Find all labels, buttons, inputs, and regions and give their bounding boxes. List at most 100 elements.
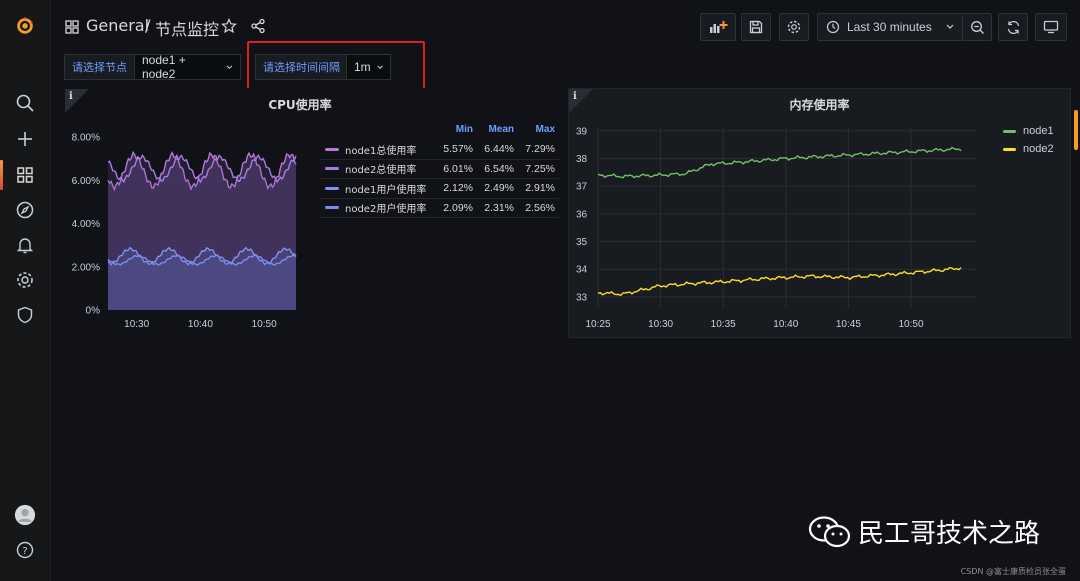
star-icon[interactable] bbox=[221, 18, 237, 38]
watermark-text: 民工哥技术之路 bbox=[858, 519, 1041, 549]
cpu-panel-title[interactable]: CPU使用率 bbox=[268, 98, 332, 112]
add-panel-button[interactable] bbox=[700, 13, 736, 41]
x-tick-label: 10:50 bbox=[252, 319, 277, 330]
legend-series-name: node1用户使用率 bbox=[345, 184, 427, 196]
series-area bbox=[108, 255, 296, 310]
y-tick-label: 37 bbox=[576, 182, 588, 193]
series-line bbox=[597, 266, 962, 297]
refresh-icon bbox=[1007, 20, 1019, 34]
memory-chart[interactable]: 33 34 35 36 37 38 39 10:25 10:30 10:35 10:40 10:45 1… bbox=[568, 120, 988, 335]
legend-min: 5.57% bbox=[443, 143, 473, 156]
save-dashboard-button[interactable] bbox=[741, 13, 771, 41]
dashboards-icon[interactable] bbox=[14, 164, 36, 186]
legend-series-name: node2用户使用率 bbox=[345, 204, 427, 216]
legend-max: 7.25% bbox=[525, 162, 555, 175]
time-range-label: Last 30 minutes bbox=[847, 20, 932, 34]
plus-icon[interactable] bbox=[14, 128, 36, 150]
legend-header-min[interactable]: Min bbox=[455, 124, 473, 135]
legend-mean: 6.44% bbox=[484, 143, 514, 156]
top-navbar: General / 节点监控 Last 30 minutes bbox=[51, 0, 1080, 52]
legend-swatch bbox=[325, 206, 339, 210]
y-tick-label: 36 bbox=[576, 209, 588, 220]
memory-panel-title[interactable]: 内存使用率 bbox=[789, 98, 850, 112]
legend-header: Min Mean Max bbox=[319, 124, 559, 140]
legend-series-name: node2 bbox=[1023, 143, 1054, 155]
node-variable-label: 请选择节点 bbox=[64, 54, 135, 80]
x-tick-label: 10:30 bbox=[648, 319, 673, 330]
legend-header-mean[interactable]: Mean bbox=[488, 124, 514, 135]
zoom-out-icon bbox=[970, 20, 984, 34]
series-area bbox=[108, 155, 296, 310]
dashboard-title[interactable]: 节点监控 bbox=[155, 20, 220, 39]
interval-variable-value: 1m bbox=[354, 60, 371, 74]
y-tick-label: 8.00% bbox=[72, 133, 100, 144]
gear-icon[interactable] bbox=[14, 269, 36, 291]
series-area bbox=[108, 152, 296, 310]
legend-min: 2.12% bbox=[443, 182, 473, 195]
panel-info-corner[interactable] bbox=[569, 89, 593, 113]
x-tick-label: 10:40 bbox=[773, 319, 798, 330]
dashboard-settings-button[interactable] bbox=[779, 13, 809, 41]
legend-row[interactable]: node2总使用率 6.01% 6.54% 7.25% bbox=[319, 160, 559, 179]
series-line bbox=[597, 146, 962, 179]
y-tick-label: 0% bbox=[86, 306, 101, 317]
x-tick-label: 10:40 bbox=[188, 319, 213, 330]
y-tick-label: 4.00% bbox=[72, 219, 100, 230]
interval-variable-select[interactable]: 1m bbox=[346, 54, 391, 80]
memory-legend: node1 node2 bbox=[1003, 122, 1054, 158]
legend-row[interactable]: node1用户使用率 2.12% 2.49% 2.91% bbox=[319, 179, 559, 199]
legend-min: 6.01% bbox=[443, 162, 473, 175]
y-tick-label: 35 bbox=[576, 237, 588, 248]
time-range-picker[interactable]: Last 30 minutes bbox=[817, 13, 963, 41]
legend-min: 2.09% bbox=[443, 201, 473, 214]
legend-row[interactable]: node1 bbox=[1003, 122, 1054, 140]
settings-gear-icon bbox=[787, 20, 801, 34]
zoom-out-button[interactable] bbox=[962, 13, 992, 41]
search-icon[interactable] bbox=[14, 92, 36, 114]
legend-swatch bbox=[1003, 147, 1016, 151]
y-tick-label: 33 bbox=[576, 292, 588, 303]
legend-mean: 6.54% bbox=[484, 162, 514, 175]
panel-info-corner[interactable] bbox=[65, 89, 89, 113]
breadcrumb-folder[interactable]: General bbox=[86, 16, 150, 35]
shield-icon[interactable] bbox=[14, 304, 36, 326]
svg-text:?: ? bbox=[22, 546, 27, 557]
legend-swatch bbox=[325, 186, 339, 190]
x-tick-label: 10:25 bbox=[585, 319, 610, 330]
y-tick-label: 2.00% bbox=[72, 262, 100, 273]
interval-variable-label: 请选择时间间隔 bbox=[255, 54, 348, 80]
legend-series-name: node1 bbox=[1023, 125, 1054, 137]
legend-row[interactable]: node2 bbox=[1003, 140, 1054, 158]
info-icon[interactable]: i bbox=[69, 91, 73, 102]
highlight-annotation bbox=[247, 41, 425, 91]
legend-row[interactable]: node2用户使用率 2.09% 2.31% 2.56% bbox=[319, 199, 559, 218]
grafana-logo-icon[interactable] bbox=[14, 14, 36, 36]
node-variable-select[interactable]: node1 + node2 bbox=[134, 53, 241, 81]
watermark: 民工哥技术之路 bbox=[808, 513, 1040, 550]
cpu-panel[interactable]: i CPU使用率 bbox=[64, 88, 559, 338]
sidebar: ? bbox=[0, 0, 51, 581]
memory-panel[interactable]: i 内存使用率 bbox=[568, 88, 1071, 338]
active-indicator bbox=[0, 160, 3, 190]
avatar-icon[interactable] bbox=[14, 504, 36, 526]
help-icon[interactable]: ? bbox=[14, 539, 36, 561]
y-tick-label: 38 bbox=[576, 154, 588, 165]
legend-swatch bbox=[1003, 129, 1016, 133]
tv-mode-button[interactable] bbox=[1035, 13, 1067, 41]
refresh-button[interactable] bbox=[998, 13, 1028, 41]
cpu-chart[interactable]: 0% 2.00% 4.00% 6.00% 8.00% 10:30 10:40 10:50 bbox=[64, 120, 314, 335]
clock-icon bbox=[826, 20, 840, 34]
bell-icon[interactable] bbox=[14, 234, 36, 256]
share-icon[interactable] bbox=[250, 18, 266, 38]
legend-row[interactable]: node1总使用率 5.57% 6.44% 7.29% bbox=[319, 140, 559, 160]
series-line bbox=[107, 150, 297, 192]
info-icon[interactable]: i bbox=[573, 91, 577, 102]
compass-icon[interactable] bbox=[14, 199, 36, 221]
dashboard-grid-icon bbox=[65, 19, 79, 38]
x-tick-label: 10:30 bbox=[124, 319, 149, 330]
legend-swatch bbox=[325, 147, 339, 151]
add-panel-icon bbox=[710, 21, 728, 33]
legend-header-max[interactable]: Max bbox=[535, 124, 555, 135]
chevron-down-icon bbox=[377, 65, 383, 69]
page-scrollbar[interactable] bbox=[1074, 110, 1078, 150]
